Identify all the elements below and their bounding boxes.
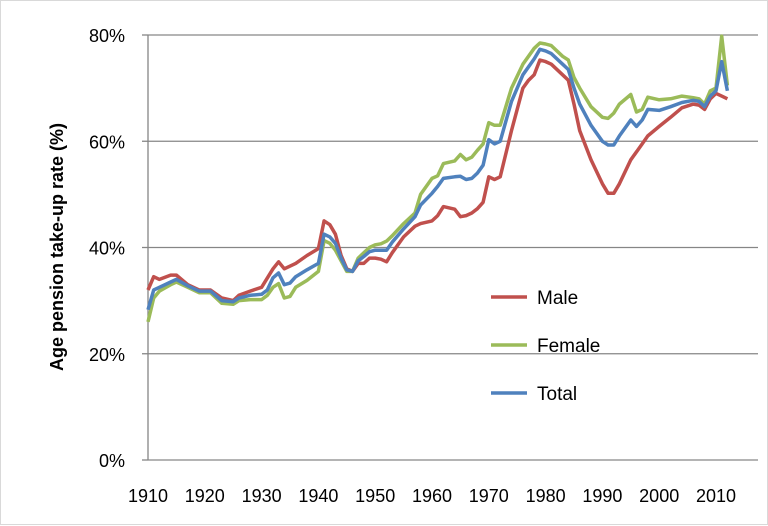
gridlines xyxy=(142,34,758,461)
y-tick-label: 0% xyxy=(99,451,125,471)
y-tick-label: 40% xyxy=(89,239,125,259)
y-tick-label: 80% xyxy=(89,26,125,46)
series-line-female xyxy=(146,34,730,323)
y-tick-label: 20% xyxy=(89,345,125,365)
y-tick-label: 60% xyxy=(89,132,125,152)
x-tick-label: 2000 xyxy=(639,486,679,506)
x-tick-label: 1990 xyxy=(582,486,622,506)
x-tick-label: 1910 xyxy=(128,486,168,506)
x-tick-label: 1920 xyxy=(185,486,225,506)
series-line-male xyxy=(146,58,729,303)
legend-label-male: Male xyxy=(537,288,578,309)
x-tick-label: 1980 xyxy=(526,486,566,506)
legend-label-total: Total xyxy=(537,384,577,405)
x-tick-label: 1930 xyxy=(242,486,282,506)
x-tick-label: 1950 xyxy=(355,486,395,506)
series-line-total xyxy=(146,47,730,311)
x-tick-labels: 1910 1920 1930 1940 1950 1960 1970 1980 1990 2000… xyxy=(128,486,736,506)
legend-label-female: Female xyxy=(537,336,600,357)
y-tick-labels: 0% 20% 40% 60% 80% xyxy=(89,26,125,471)
series-lines xyxy=(146,34,730,323)
y-axis-label: Age pension take-up rate (%) xyxy=(47,123,67,371)
legend: Male Female Total xyxy=(491,288,600,405)
x-tick-label: 2010 xyxy=(696,486,736,506)
x-tick-label: 1960 xyxy=(412,486,452,506)
x-tick-label: 1970 xyxy=(469,486,509,506)
x-tick-label: 1940 xyxy=(298,486,338,506)
